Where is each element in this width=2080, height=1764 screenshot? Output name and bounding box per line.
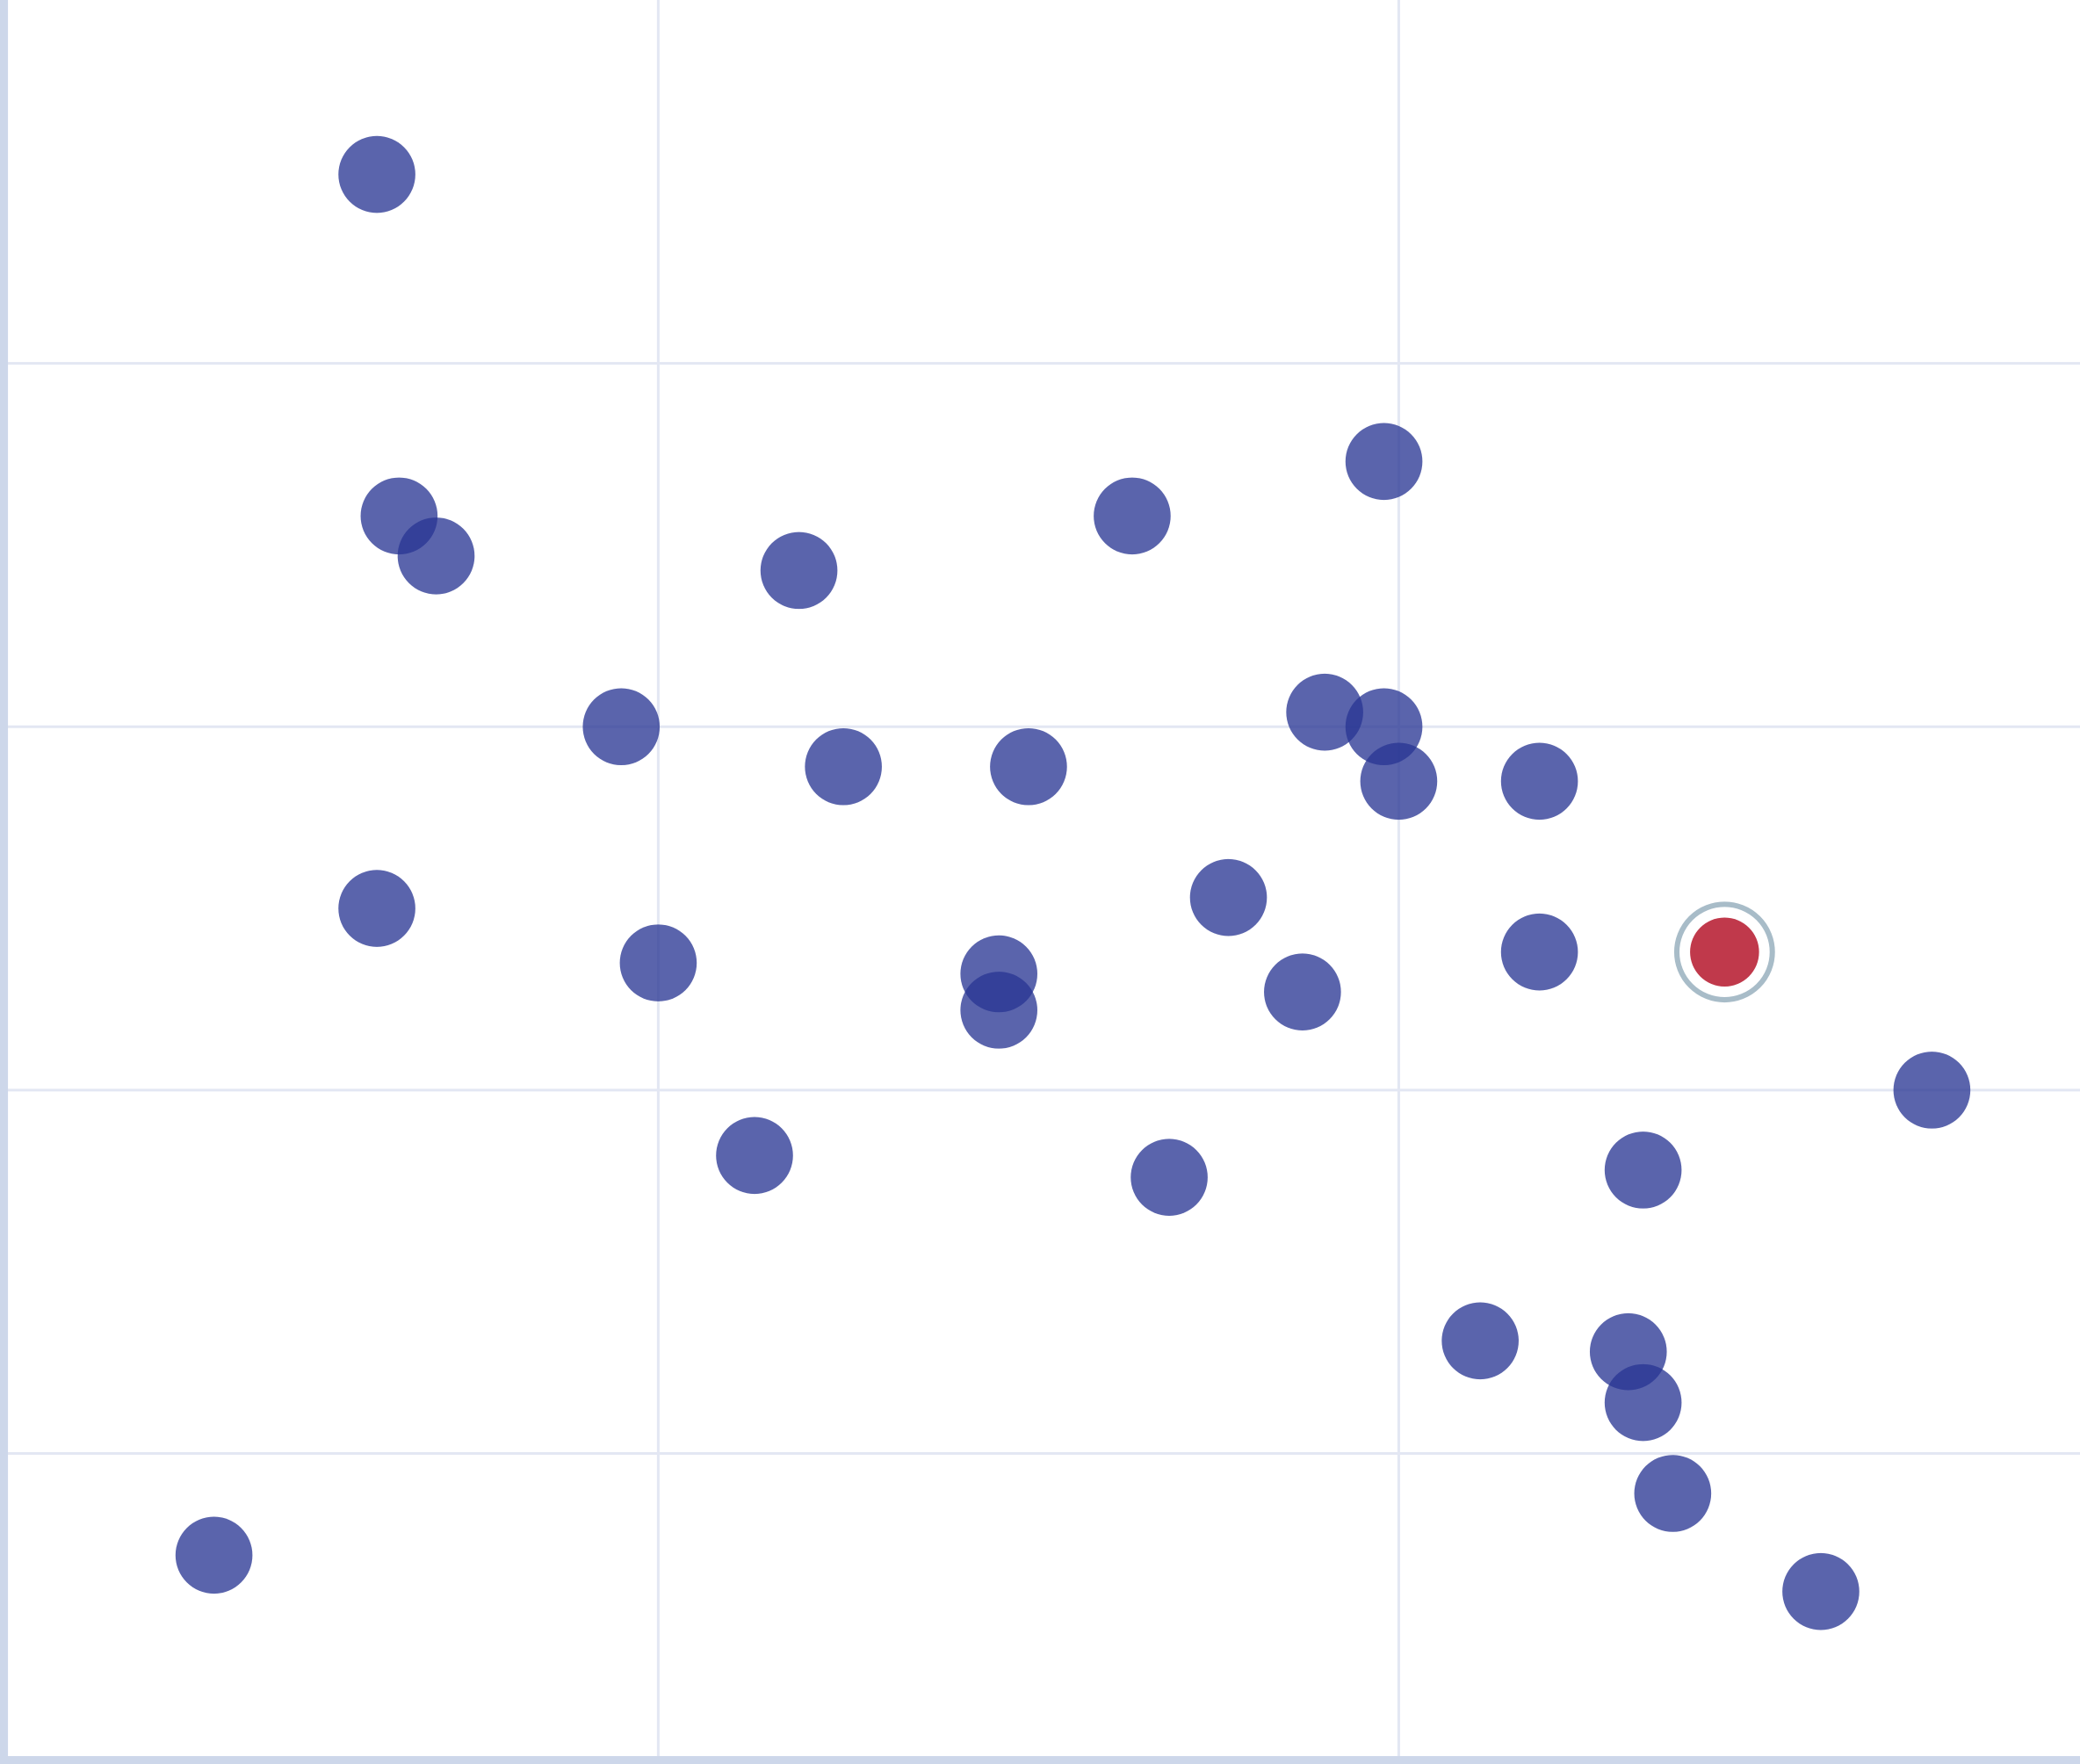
data-point [397, 517, 475, 595]
data-point [1286, 673, 1363, 751]
highlighted-data-point [1690, 917, 1759, 987]
data-point [338, 870, 415, 947]
data-point [1345, 423, 1423, 501]
data-point [338, 135, 415, 213]
data-point [805, 727, 882, 806]
data-point [1893, 1052, 1971, 1129]
data-point [1189, 858, 1268, 936]
data-point [760, 531, 838, 610]
data-point [619, 924, 697, 1001]
data-point [1094, 477, 1171, 555]
data-point [1441, 1302, 1519, 1380]
data-point [990, 727, 1067, 806]
data-point [960, 972, 1037, 1049]
data-point [1130, 1139, 1208, 1216]
data-point [1634, 1455, 1712, 1532]
data-point [1604, 1363, 1682, 1442]
data-point [175, 1516, 253, 1594]
data-point [1360, 742, 1438, 821]
data-point [1782, 1552, 1860, 1630]
data-point [1500, 742, 1578, 821]
data-points [175, 135, 1971, 1630]
data-point [1604, 1131, 1682, 1209]
data-point [716, 1117, 793, 1195]
data-point [1500, 913, 1578, 991]
data-point [1264, 953, 1341, 1030]
gridlines [6, 0, 2080, 1759]
data-point [582, 688, 661, 766]
